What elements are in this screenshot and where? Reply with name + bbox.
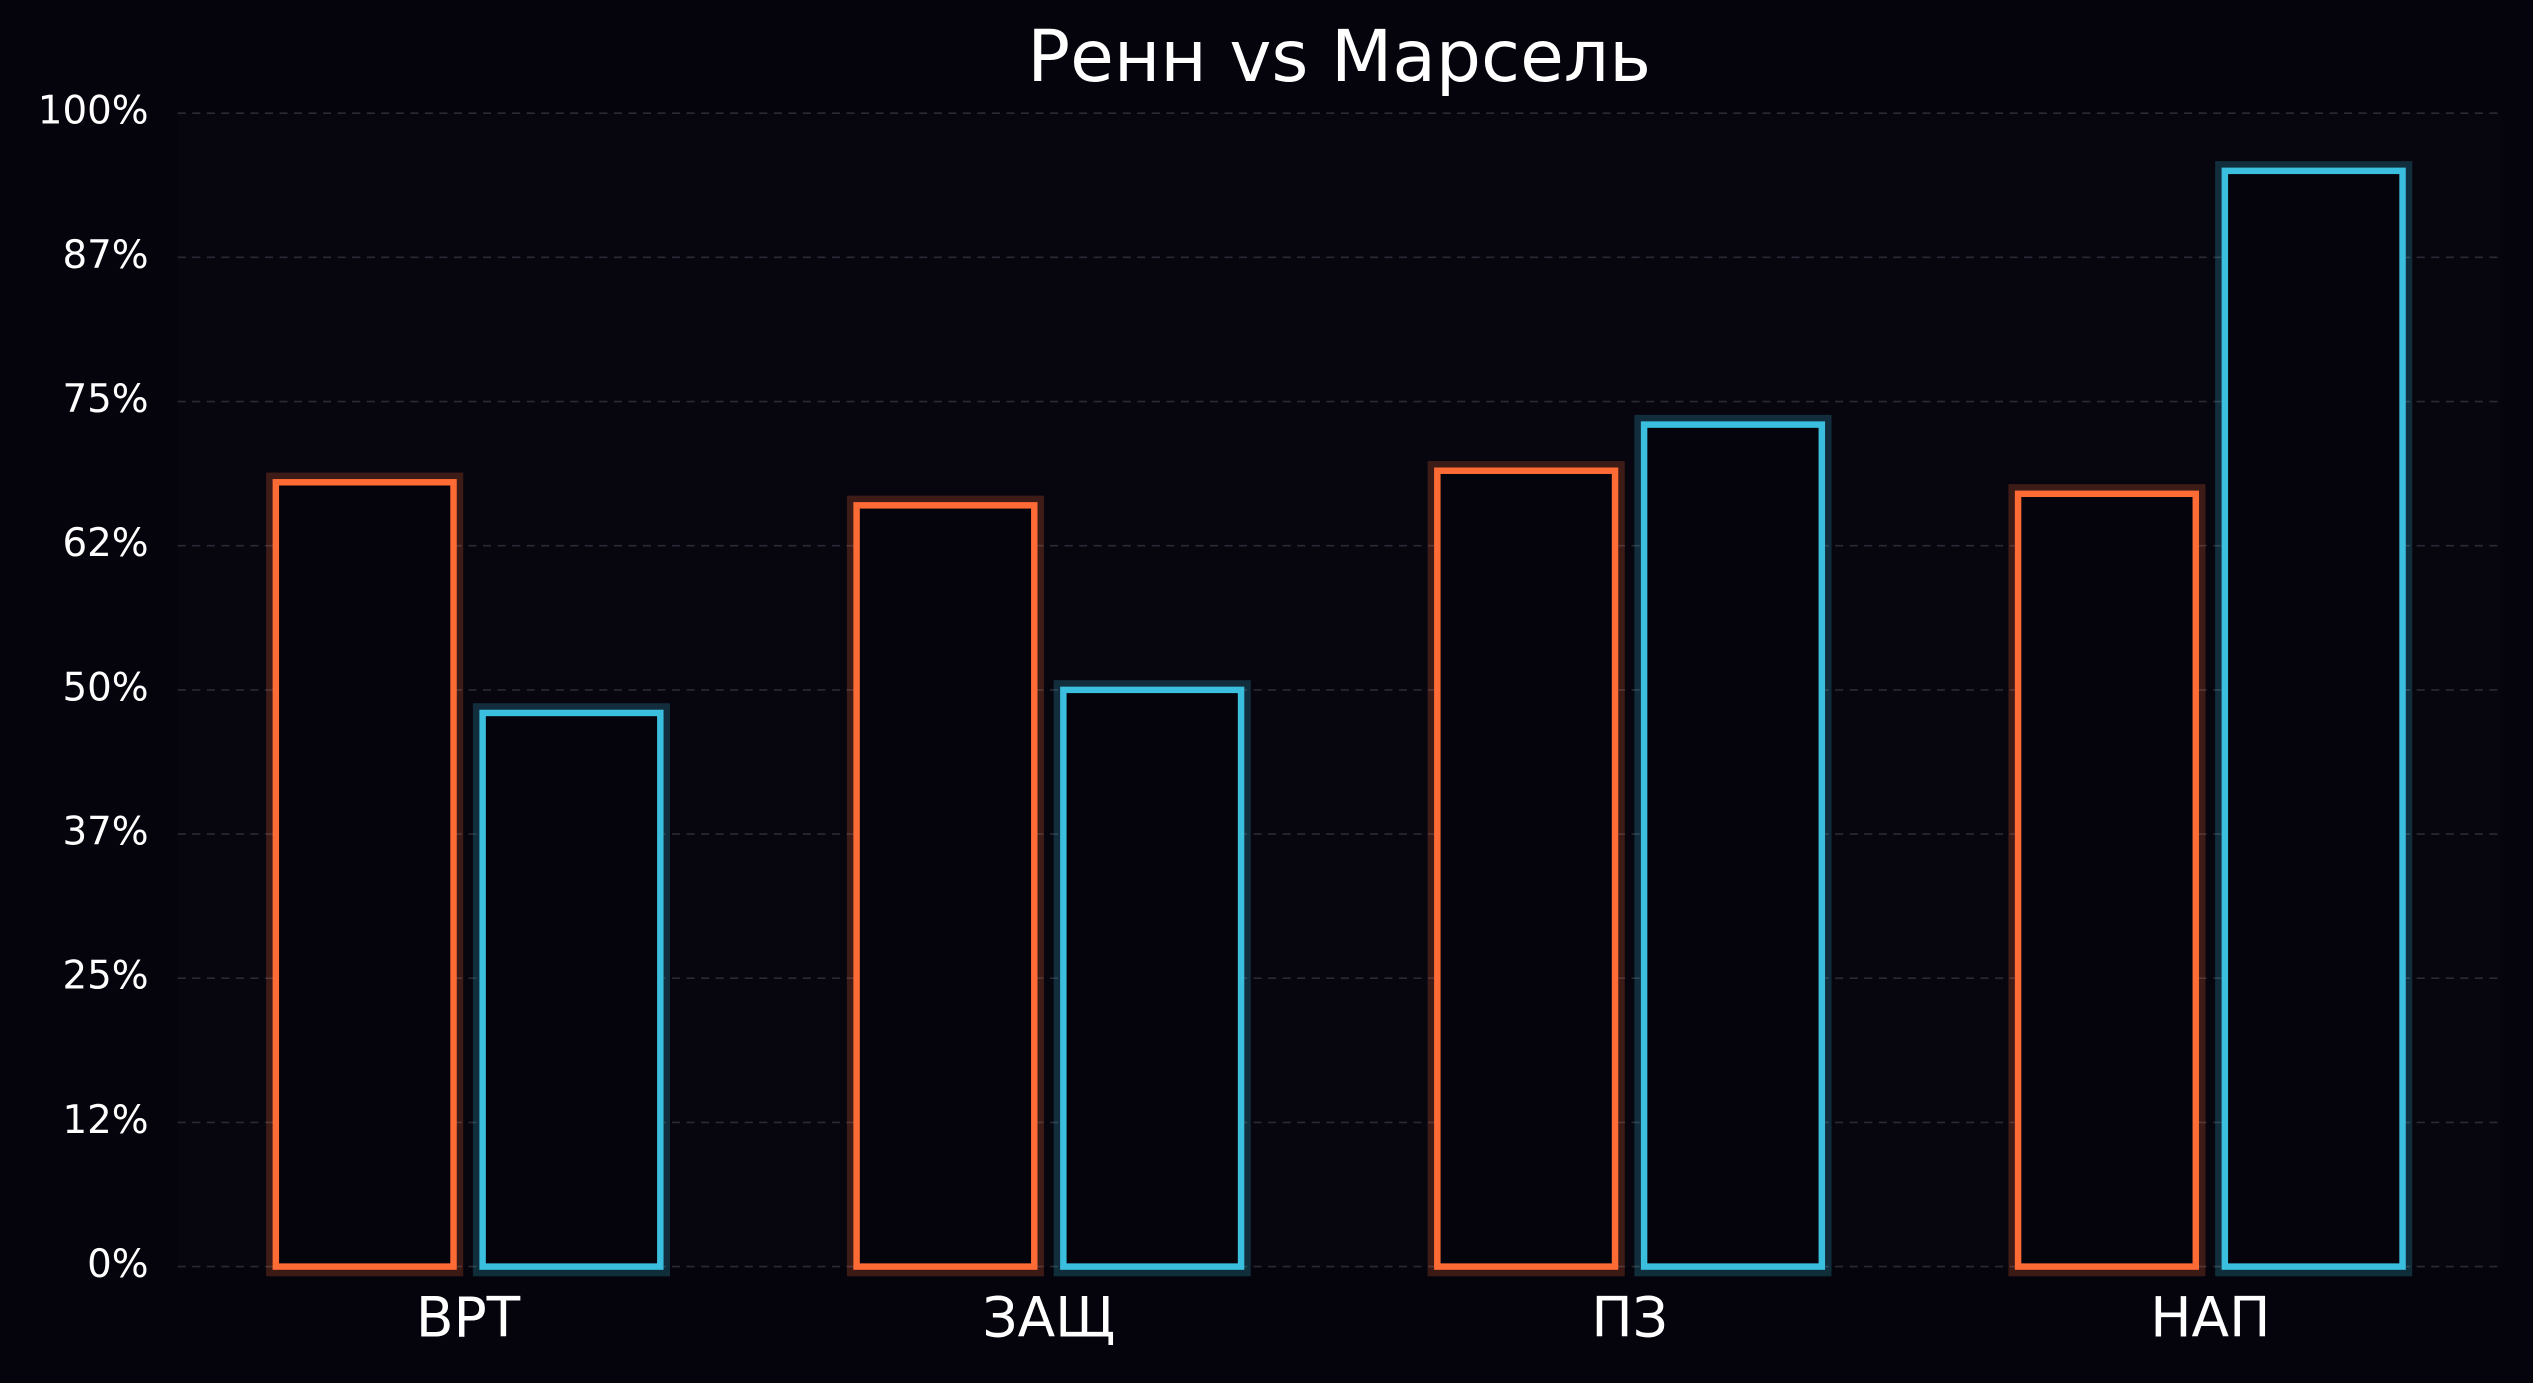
y-tick-label: 62% — [62, 521, 148, 566]
bar — [272, 479, 457, 1270]
y-tick-label: 25% — [62, 954, 148, 999]
y-tick-label: 12% — [62, 1098, 148, 1143]
y-tick-label: 37% — [62, 810, 148, 855]
bar — [2014, 490, 2200, 1270]
y-tick-label: 87% — [62, 233, 148, 278]
x-tick-label: ВРТ — [416, 1286, 521, 1350]
bar — [1640, 421, 1826, 1270]
x-tick-label: ПЗ — [1591, 1286, 1668, 1350]
y-tick-label: 0% — [87, 1242, 149, 1287]
bar — [479, 709, 664, 1270]
bar — [1060, 686, 1245, 1270]
chart-title: Ренн vs Марсель — [1027, 15, 1651, 98]
x-tick-label: НАП — [2150, 1286, 2270, 1350]
y-tick-label: 100% — [38, 89, 149, 134]
y-tick-label: 50% — [62, 665, 148, 710]
bar — [2221, 167, 2406, 1270]
x-tick-label: ЗАЩ — [982, 1286, 1115, 1350]
y-tick-label: 75% — [62, 377, 148, 422]
bar — [853, 502, 1038, 1270]
bar — [1434, 467, 1619, 1270]
